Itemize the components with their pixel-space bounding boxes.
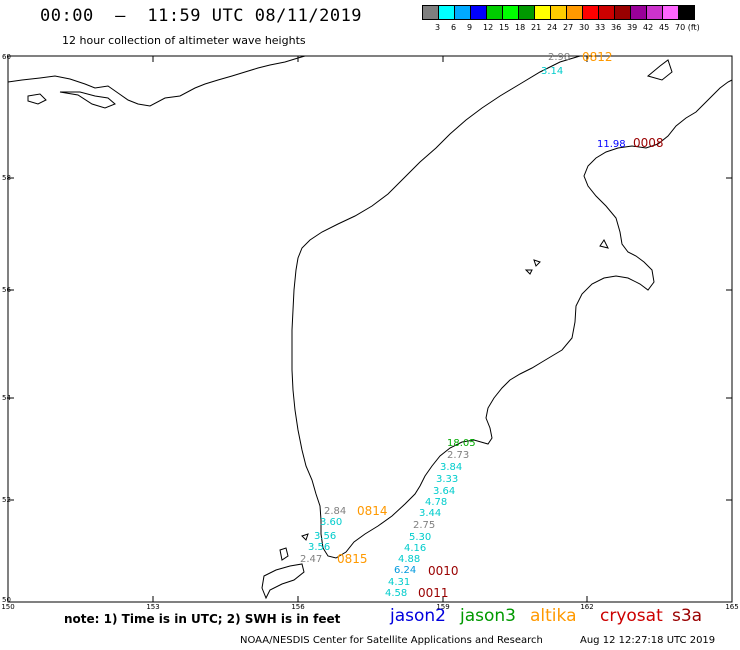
legend-entry-jason3: jason3 [460, 606, 516, 626]
wave-height-value: 3.14 [541, 66, 563, 77]
wave-height-value: 3.64 [433, 486, 455, 497]
color-scale-label: 70 (ft) [675, 23, 700, 32]
wave-height-value: 3.56 [314, 531, 336, 542]
pass-time-label: 0812 [582, 50, 613, 64]
wave-height-value: 4.31 [388, 577, 410, 588]
color-scale-label: 21 [531, 23, 542, 32]
color-scale-label: 42 [643, 23, 654, 32]
footer-credit: NOAA/NESDIS Center for Satellite Applica… [240, 635, 543, 646]
color-scale-label: 27 [563, 23, 574, 32]
latitude-label: 52 [2, 496, 11, 504]
latitude-label: 50 [2, 596, 11, 604]
pass-time-label: 0010 [428, 564, 459, 578]
legend-entry-cryosat: cryosat [600, 606, 663, 626]
wave-height-value: 3.60 [320, 517, 342, 528]
color-scale-cell [678, 5, 695, 20]
color-scale-label: 15 [499, 23, 510, 32]
map-frame [7, 55, 733, 603]
wave-height-value: 11.98 [597, 139, 626, 150]
wave-height-value: 3.44 [419, 508, 441, 519]
latitude-label: 58 [2, 174, 11, 182]
wave-height-value: 2.98 [548, 52, 570, 63]
wave-height-value: 5.30 [409, 532, 431, 543]
color-scale-label: 33 [595, 23, 606, 32]
wave-height-value: 18.05 [447, 438, 476, 449]
longitude-label: 162 [580, 603, 593, 611]
longitude-label: 153 [146, 603, 159, 611]
wave-height-value: 4.16 [404, 543, 426, 554]
wave-height-value: 4.78 [425, 497, 447, 508]
color-scale-label: 45 [659, 23, 670, 32]
map-title: 00:00 — 11:59 UTC 08/11/2019 [40, 6, 363, 26]
longitude-label: 156 [291, 603, 305, 611]
color-scale-label: 9 [467, 23, 473, 32]
pass-time-label: 0814 [357, 504, 388, 518]
coastline [7, 55, 733, 600]
color-scale-label: 30 [579, 23, 590, 32]
latitude-label: 60 [2, 53, 11, 61]
color-scale-labels: 3 6 9 12 15 18 21 24 27 30 33 36 39 42 45 70 (ft) [422, 23, 732, 35]
wave-height-value: 3.56 [308, 542, 330, 553]
legend-entry-jason2: jason2 [390, 606, 446, 626]
map-subtitle: 12 hour collection of altimeter wave hei… [62, 34, 306, 47]
latitude-label: 54 [2, 394, 11, 402]
longitude-label: 159 [436, 603, 449, 611]
latitude-label: 56 [2, 286, 11, 294]
pass-time-label: 0815 [337, 552, 368, 566]
wave-height-value: 4.58 [385, 588, 407, 599]
wave-height-value: 2.73 [447, 450, 469, 461]
pass-time-label: 0008 [633, 136, 664, 150]
wave-height-value: 2.47 [300, 554, 322, 565]
color-scale-label: 39 [627, 23, 638, 32]
wave-height-value: 4.88 [398, 554, 420, 565]
longitude-label: 150 [1, 603, 14, 611]
footer-timestamp: Aug 12 12:27:18 UTC 2019 [580, 635, 716, 646]
wave-height-value: 6.24 [394, 565, 416, 576]
note-text: note: 1) Time is in UTC; 2) SWH is in fe… [64, 612, 341, 626]
wave-height-value: 3.33 [436, 474, 458, 485]
pass-time-label: 0011 [418, 586, 449, 600]
color-scale-label: 12 [483, 23, 494, 32]
wave-height-value: 2.75 [413, 520, 435, 531]
color-scale-label: 36 [611, 23, 622, 32]
grid-ticks [8, 56, 732, 602]
color-scale-label: 18 [515, 23, 526, 32]
wave-height-value: 3.84 [440, 462, 462, 473]
color-scale-label: 24 [547, 23, 558, 32]
legend-entry-altika: altika [530, 606, 577, 626]
longitude-label: 165 [725, 603, 738, 611]
color-scale-label: 3 [435, 23, 441, 32]
color-scale-label: 6 [451, 23, 457, 32]
legend-entry-s3a: s3a [672, 606, 703, 626]
color-scale [422, 5, 695, 20]
wave-height-value: 2.84 [324, 506, 346, 517]
